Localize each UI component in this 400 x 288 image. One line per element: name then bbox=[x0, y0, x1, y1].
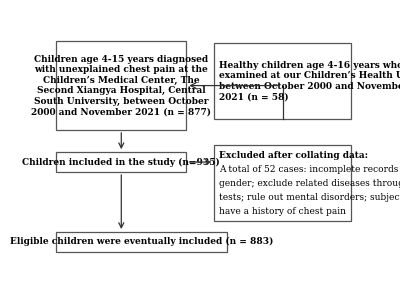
Text: Eligible children were eventually included (n = 883): Eligible children were eventually includ… bbox=[10, 237, 273, 247]
Text: Healthy children age 4-16 years who were
examined at our Children’s Health Unit
: Healthy children age 4-16 years who were… bbox=[219, 61, 400, 101]
FancyBboxPatch shape bbox=[56, 41, 186, 130]
FancyBboxPatch shape bbox=[56, 232, 227, 252]
Text: Children age 4-15 years diagnosed
with unexplained chest pain at the
Children’s : Children age 4-15 years diagnosed with u… bbox=[31, 55, 211, 116]
Text: gender; exclude related diseases through various: gender; exclude related diseases through… bbox=[219, 179, 400, 188]
Text: Children included in the study (n=935): Children included in the study (n=935) bbox=[22, 158, 220, 167]
FancyBboxPatch shape bbox=[56, 152, 186, 172]
FancyBboxPatch shape bbox=[214, 43, 351, 119]
Text: tests; rule out mental disorders; subjects who: tests; rule out mental disorders; subjec… bbox=[219, 193, 400, 202]
Text: A total of 52 cases: incomplete records of age and: A total of 52 cases: incomplete records … bbox=[219, 165, 400, 174]
FancyBboxPatch shape bbox=[214, 145, 351, 221]
Text: Excluded after collating data:: Excluded after collating data: bbox=[219, 151, 368, 160]
Text: have a history of chest pain: have a history of chest pain bbox=[219, 207, 346, 216]
